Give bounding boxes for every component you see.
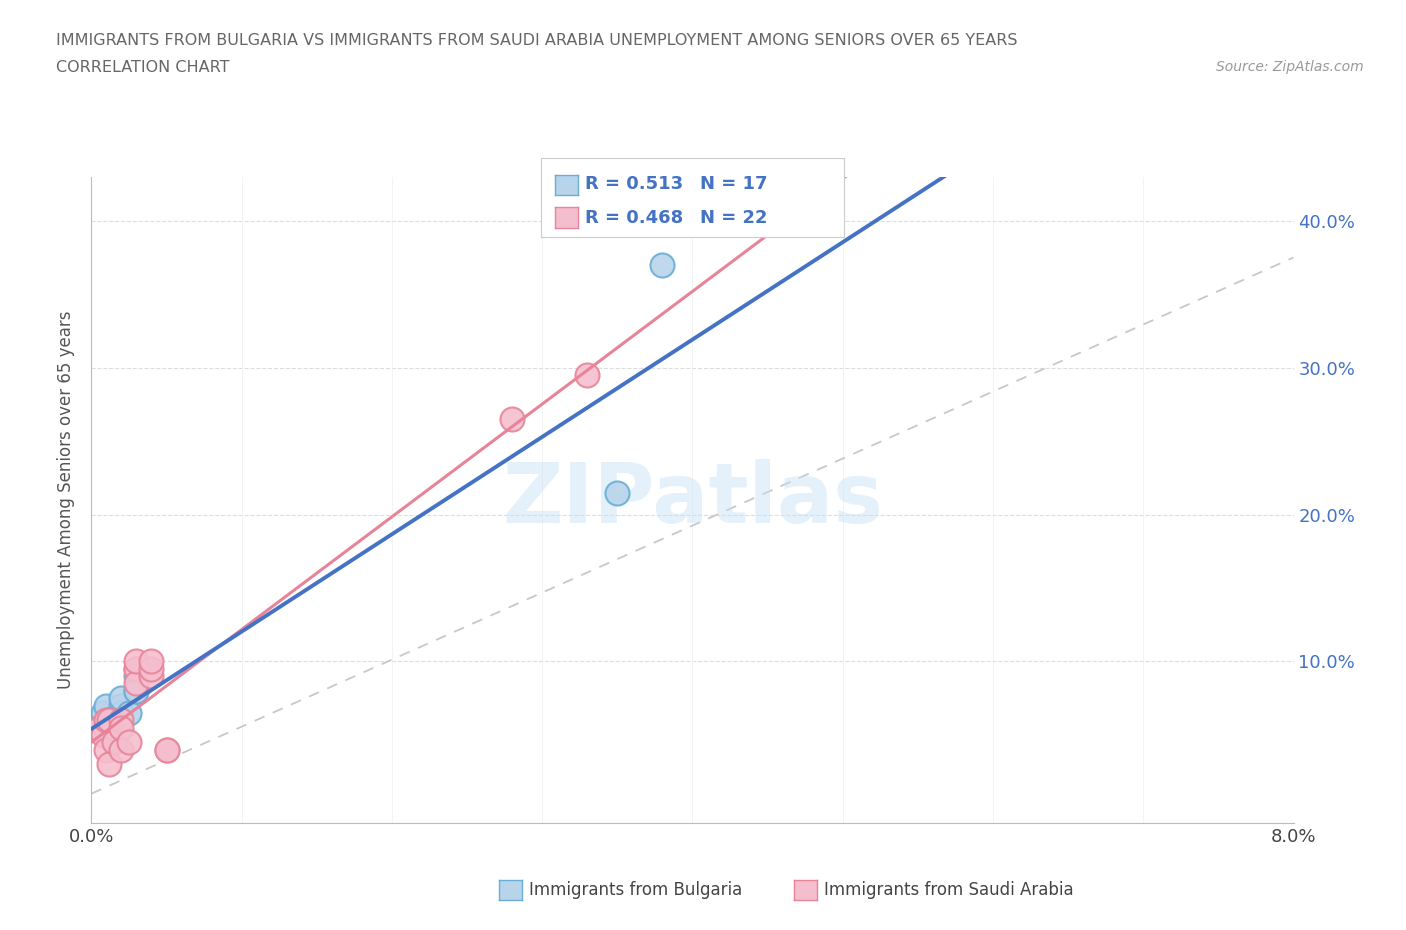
Point	[125, 684, 148, 698]
Point	[110, 712, 132, 727]
Point	[118, 735, 141, 750]
Point	[96, 698, 118, 713]
Text: N = 22: N = 22	[700, 208, 768, 227]
Point	[103, 735, 125, 750]
Point	[125, 684, 148, 698]
Point	[87, 720, 110, 735]
Point	[125, 661, 148, 676]
Point	[103, 712, 125, 727]
Point	[93, 727, 115, 742]
Point	[96, 712, 118, 727]
Point	[96, 727, 118, 742]
Text: ZIPatlas: ZIPatlas	[502, 459, 883, 540]
Point	[651, 258, 673, 272]
Point	[110, 706, 132, 721]
Point	[125, 661, 148, 676]
Text: CORRELATION CHART: CORRELATION CHART	[56, 60, 229, 75]
Point	[576, 367, 599, 382]
Point	[141, 669, 163, 684]
Text: IMMIGRANTS FROM BULGARIA VS IMMIGRANTS FROM SAUDI ARABIA UNEMPLOYMENT AMONG SENI: IMMIGRANTS FROM BULGARIA VS IMMIGRANTS F…	[56, 33, 1018, 47]
Text: N = 17: N = 17	[700, 175, 768, 193]
Point	[125, 676, 148, 691]
Point	[110, 691, 132, 706]
Text: Immigrants from Bulgaria: Immigrants from Bulgaria	[529, 881, 742, 899]
Point	[125, 669, 148, 684]
Text: Source: ZipAtlas.com: Source: ZipAtlas.com	[1216, 60, 1364, 74]
Point	[96, 742, 118, 757]
Point	[98, 712, 121, 727]
Text: Immigrants from Saudi Arabia: Immigrants from Saudi Arabia	[824, 881, 1074, 899]
Point	[501, 412, 523, 427]
Text: R = 0.468: R = 0.468	[585, 208, 683, 227]
Point	[98, 712, 121, 727]
Point	[96, 720, 118, 735]
Point	[110, 720, 132, 735]
Point	[93, 706, 115, 721]
Point	[141, 654, 163, 669]
Y-axis label: Unemployment Among Seniors over 65 years: Unemployment Among Seniors over 65 years	[58, 311, 76, 689]
Point	[87, 712, 110, 727]
Point	[125, 654, 148, 669]
Point	[98, 757, 121, 772]
Point	[141, 661, 163, 676]
Point	[110, 742, 132, 757]
Point	[606, 485, 628, 500]
Point	[110, 698, 132, 713]
Point	[155, 742, 177, 757]
Point	[155, 742, 177, 757]
Point	[103, 735, 125, 750]
Point	[118, 706, 141, 721]
Text: R = 0.513: R = 0.513	[585, 175, 683, 193]
